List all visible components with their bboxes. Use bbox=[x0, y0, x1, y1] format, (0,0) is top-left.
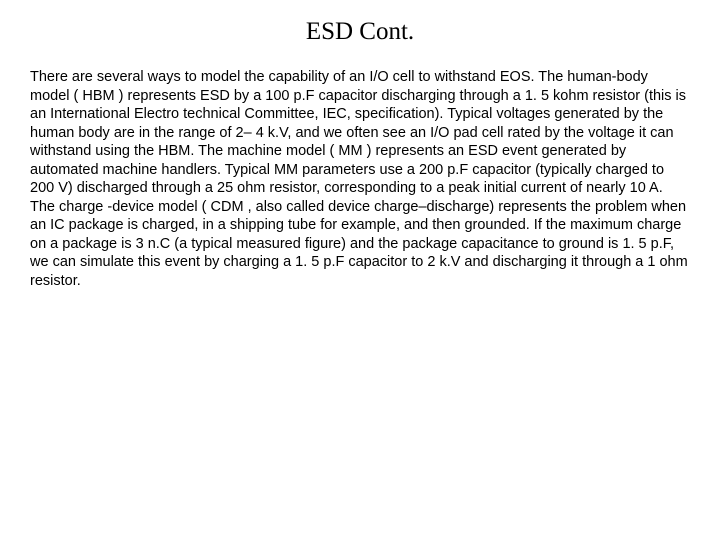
slide: ESD Cont. There are several ways to mode… bbox=[0, 0, 720, 540]
slide-title: ESD Cont. bbox=[0, 18, 720, 46]
slide-body-text: There are several ways to model the capa… bbox=[30, 68, 690, 291]
